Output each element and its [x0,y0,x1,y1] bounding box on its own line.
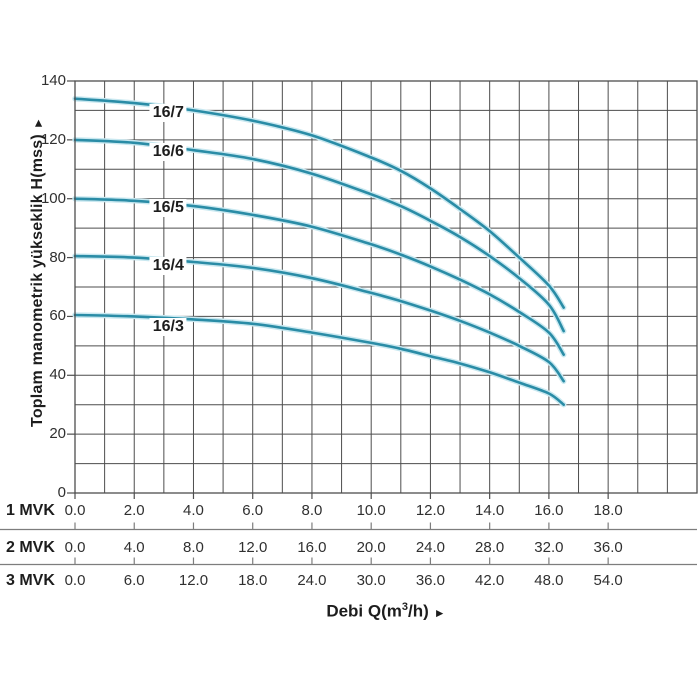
y-tick-label: 0 [57,484,66,501]
up-arrow-icon: ► [31,117,45,130]
pump-curve-16-6 [72,137,567,334]
x-tick-label: 12.0 [178,572,209,589]
curve-label-16-6: 16/6 [149,142,187,161]
x-tick-label: 32.0 [534,538,564,556]
pump-curve-16-4 [73,254,565,383]
x-tick-label: 20.0 [356,538,386,556]
x-axis-title: Debi Q(m3/h) ► [75,601,697,625]
x-tick-label: 0.0 [64,502,86,519]
x-tick-label: 14.0 [475,502,505,519]
plot-border [74,80,698,494]
x-axis-title-suffix: /h) [408,601,429,621]
scale-row-label-1-mvk: 1 MVK [6,502,55,519]
x-axis-title-prefix: Debi Q(m [326,601,402,621]
x-tick-label: 18.0 [238,572,268,589]
x-tick-label: 30.0 [356,572,386,589]
y-tick-label: 100 [40,189,66,207]
x-tick-label: 24.0 [297,572,327,589]
x-tick-label: 24.0 [415,538,446,556]
x-tick-label: 6.0 [123,572,145,589]
x-tick-label: 36.0 [593,538,623,556]
pump-curve-16-5 [73,197,565,356]
y-tick-label: 40 [49,366,66,384]
curve-label-16-4: 16/4 [149,257,187,276]
y-tick-label: 140 [40,72,66,89]
curve-label-16-3: 16/3 [149,317,187,336]
curve-label-16-5: 16/5 [149,198,187,217]
x-tick-label: 18.0 [593,502,623,519]
x-tick-label: 42.0 [475,572,505,589]
x-tick-label: 36.0 [415,572,446,589]
y-tick-label: 60 [49,307,66,325]
x-tick-label: 4.0 [123,538,145,556]
pump-curve-16-7 [73,97,565,309]
x-tick-label: 6.0 [242,502,264,519]
x-tick-label: 48.0 [534,572,564,589]
x-tick-label: 4.0 [183,502,204,519]
y-tick-label: 80 [49,248,66,266]
x-axis-title-superscript: 3 [401,601,408,613]
right-arrow-icon: ► [433,605,446,620]
x-tick-label: 54.0 [593,572,623,589]
y-tick-label: 20 [49,425,66,443]
x-tick-label: 12.0 [238,538,268,556]
scale-row-label-3-mvk: 3 MVK [6,572,55,589]
x-tick-label: 16.0 [534,502,564,519]
scale-row-label-2-mvk: 2 MVK [6,538,55,556]
y-tick-label: 120 [40,130,66,148]
x-tick-label: 2.0 [123,502,145,519]
x-tick-label: 8.0 [301,502,323,519]
pump-curve-16-3 [72,312,567,408]
x-tick-label: 0.0 [64,538,86,556]
curve-label-16-7: 16/7 [149,104,187,123]
pump-curve-16-6 [73,138,565,333]
x-tick-label: 10.0 [356,502,386,519]
x-tick-label: 8.0 [183,538,204,556]
x-tick-label: 28.0 [475,538,505,556]
x-tick-label: 0.0 [64,572,86,589]
x-tick-label: 16.0 [297,538,327,556]
pump-curve-16-3 [73,313,565,406]
x-tick-label: 12.0 [415,502,446,519]
